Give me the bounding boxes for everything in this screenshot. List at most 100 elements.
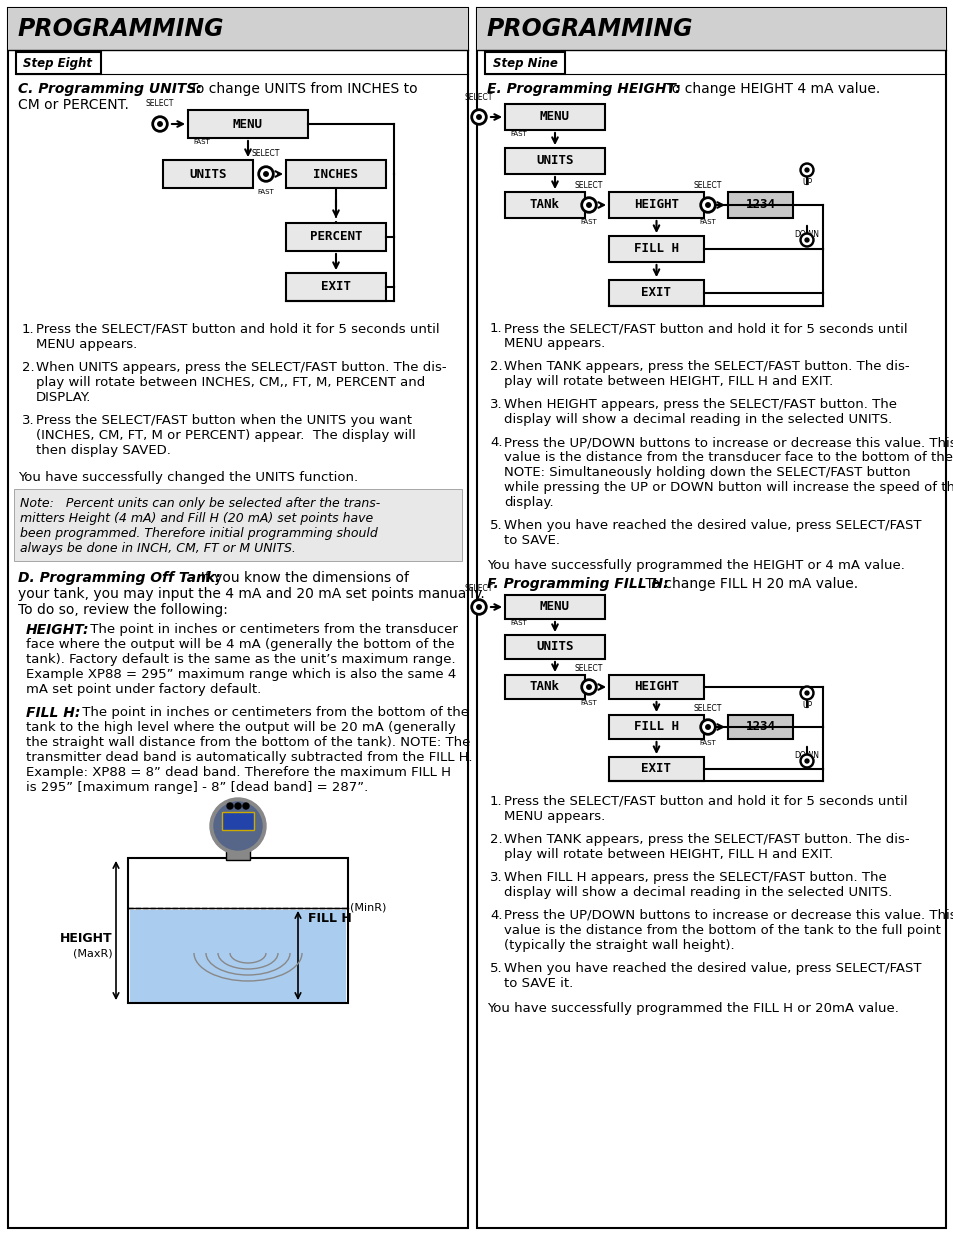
Text: 5.: 5. (490, 519, 502, 532)
Bar (226, 840, 250, 860)
Text: When you have reached the desired value, press SELECT/FAST: When you have reached the desired value,… (503, 962, 921, 974)
Circle shape (705, 725, 709, 729)
Text: TANk: TANk (530, 680, 559, 694)
Text: NOTE: Simultaneously holding down the SELECT/FAST button: NOTE: Simultaneously holding down the SE… (503, 466, 910, 479)
Circle shape (154, 119, 165, 130)
Text: 1.: 1. (22, 324, 34, 336)
Bar (8, 7, 468, 1228)
Text: SELECT: SELECT (693, 182, 721, 190)
Text: value is the distance from the bottom of the tank to the full point: value is the distance from the bottom of… (503, 924, 940, 937)
Text: Note:   Percent units can only be selected after the trans-: Note: Percent units can only be selected… (20, 496, 380, 510)
Text: 4.: 4. (490, 909, 502, 923)
Bar (286, 161, 386, 188)
Bar (504, 676, 584, 699)
Circle shape (580, 198, 597, 212)
Text: D. Programming Off Tank:: D. Programming Off Tank: (18, 571, 220, 585)
Text: FAST: FAST (699, 740, 716, 746)
Bar (504, 148, 604, 174)
Circle shape (157, 122, 162, 126)
Text: PROGRAMMING: PROGRAMMING (486, 17, 693, 41)
Text: 3.: 3. (490, 871, 502, 884)
Text: (MinR): (MinR) (350, 903, 386, 913)
Text: UP: UP (801, 178, 811, 186)
Circle shape (257, 165, 274, 182)
Text: been programmed. Therefore initial programming should: been programmed. Therefore initial progr… (20, 527, 377, 540)
Text: EXIT: EXIT (320, 280, 351, 294)
Bar (504, 635, 604, 659)
Text: FILL H: FILL H (634, 242, 679, 256)
Text: your tank, you may input the 4 mA and 20 mA set points manually.: your tank, you may input the 4 mA and 20… (18, 587, 484, 601)
Circle shape (476, 115, 480, 120)
Bar (608, 280, 703, 306)
Bar (684, 7, 945, 49)
Circle shape (471, 599, 486, 615)
Text: Example XP88 = 295” maximum range which is also the same 4: Example XP88 = 295” maximum range which … (26, 668, 456, 680)
Text: (typically the straight wall height).: (typically the straight wall height). (503, 939, 734, 952)
Bar (163, 161, 253, 188)
Text: 2.: 2. (490, 359, 502, 373)
Text: Press the SELECT/FAST button and hold it for 5 seconds until: Press the SELECT/FAST button and hold it… (36, 324, 439, 336)
Circle shape (801, 165, 811, 174)
Text: play will rotate between HEIGHT, FILL H and EXIT.: play will rotate between HEIGHT, FILL H … (503, 375, 832, 388)
Text: play will rotate between INCHES, CM,, FT, M, PERCENT and: play will rotate between INCHES, CM,, FT… (36, 375, 425, 389)
Circle shape (476, 605, 480, 609)
Circle shape (234, 803, 241, 809)
Text: FAST: FAST (193, 140, 210, 144)
Text: If you know the dimensions of: If you know the dimensions of (192, 571, 409, 585)
Text: always be done in INCH, CM, FT or M UNITS.: always be done in INCH, CM, FT or M UNIT… (20, 542, 295, 555)
Text: 5.: 5. (490, 962, 502, 974)
Bar (484, 52, 564, 74)
Text: The point in inches or centimeters from the transducer: The point in inches or centimeters from … (86, 622, 457, 636)
Circle shape (580, 679, 597, 695)
Circle shape (700, 198, 716, 212)
Text: 1234: 1234 (744, 199, 775, 211)
Text: To do so, review the following:: To do so, review the following: (18, 603, 228, 618)
Text: Press the UP/DOWN buttons to increase or decrease this value. This: Press the UP/DOWN buttons to increase or… (503, 909, 953, 923)
Text: When FILL H appears, press the SELECT/FAST button. The: When FILL H appears, press the SELECT/FA… (503, 871, 886, 884)
Text: DOWN: DOWN (794, 230, 819, 240)
Text: DISPLAY.: DISPLAY. (36, 391, 91, 404)
Text: CM or PERCENT.: CM or PERCENT. (18, 98, 129, 112)
Text: Press the UP/DOWN buttons to increase or decrease this value. This: Press the UP/DOWN buttons to increase or… (503, 436, 953, 450)
Text: The point in inches or centimeters from the bottom of the: The point in inches or centimeters from … (78, 706, 469, 719)
Bar (286, 273, 386, 301)
Circle shape (227, 803, 233, 809)
Text: TANk: TANk (530, 199, 559, 211)
Circle shape (263, 172, 268, 177)
Circle shape (583, 682, 594, 692)
Text: EXIT: EXIT (640, 762, 671, 776)
Circle shape (702, 721, 713, 732)
Text: When TANK appears, press the SELECT/FAST button. The dis-: When TANK appears, press the SELECT/FAST… (503, 832, 908, 846)
Text: MENU: MENU (539, 110, 569, 124)
Circle shape (801, 236, 811, 245)
Text: C. Programming UNITS:: C. Programming UNITS: (18, 82, 202, 96)
Circle shape (583, 200, 594, 210)
Text: You have successfully programmed the FILL H or 20mA value.: You have successfully programmed the FIL… (486, 1002, 898, 1015)
Text: FAST: FAST (510, 620, 526, 626)
Text: transmitter dead band is automatically subtracted from the FILL H.: transmitter dead band is automatically s… (26, 751, 472, 764)
Text: play will rotate between HEIGHT, FILL H and EXIT.: play will rotate between HEIGHT, FILL H … (503, 848, 832, 861)
Text: 4.: 4. (490, 436, 502, 450)
Bar (608, 236, 703, 262)
Bar (286, 224, 386, 251)
Text: SELECT: SELECT (464, 93, 493, 103)
Circle shape (800, 685, 813, 700)
Text: display.: display. (503, 496, 553, 509)
Bar (476, 7, 945, 1228)
Text: display will show a decimal reading in the selected UNITS.: display will show a decimal reading in t… (503, 885, 891, 899)
Bar (16, 52, 101, 74)
Text: then display SAVED.: then display SAVED. (36, 445, 171, 457)
Circle shape (210, 798, 266, 853)
Circle shape (801, 757, 811, 766)
Text: SELECT: SELECT (464, 584, 493, 593)
Text: E. Programming HEIGHT:: E. Programming HEIGHT: (486, 82, 680, 96)
Text: MENU: MENU (233, 117, 263, 131)
Text: PERCENT: PERCENT (310, 231, 362, 243)
Text: FAST: FAST (699, 219, 716, 225)
Text: Press the SELECT/FAST button and hold it for 5 seconds until: Press the SELECT/FAST button and hold it… (503, 795, 906, 808)
Text: 2.: 2. (22, 361, 34, 374)
Text: SELECT: SELECT (575, 182, 602, 190)
Text: MENU: MENU (539, 600, 569, 614)
Text: SELECT: SELECT (575, 664, 602, 673)
Text: To change UNITS from INCHES to: To change UNITS from INCHES to (181, 82, 417, 96)
